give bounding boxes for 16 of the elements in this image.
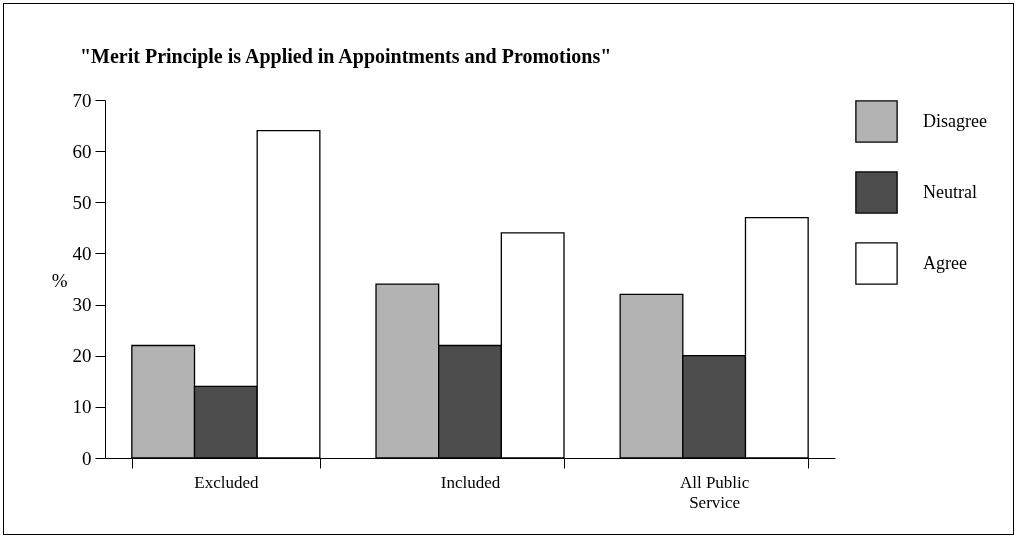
- legend-label: Neutral: [923, 181, 977, 202]
- x-tick-label: Included: [440, 472, 501, 492]
- legend-label: Agree: [923, 252, 967, 273]
- y-tick-label: 10: [72, 396, 92, 418]
- y-tick-label: 40: [72, 242, 92, 264]
- chart-title: "Merit Principle is Applied in Appointments and Promotions": [80, 45, 612, 68]
- y-tick-label: 70: [72, 89, 92, 111]
- y-axis-title: %: [51, 269, 68, 291]
- x-tick-label: Excluded: [194, 472, 259, 492]
- y-tick-label: 60: [72, 140, 92, 162]
- x-tick-label: All Public Service: [679, 472, 750, 512]
- y-tick-label: 30: [72, 294, 92, 316]
- y-tick-label: 0: [82, 447, 92, 469]
- y-tick-label: 50: [72, 191, 92, 213]
- legend-label: Disagree: [923, 110, 987, 131]
- y-tick-label: 20: [72, 345, 92, 367]
